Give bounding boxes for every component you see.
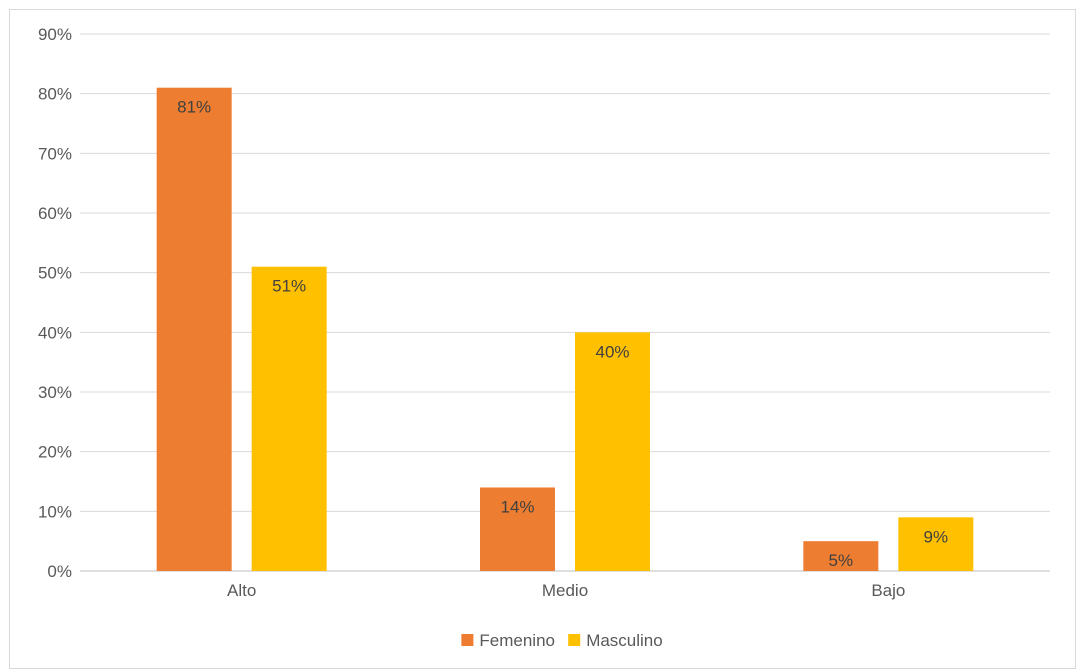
y-tick-label: 0% [47,562,72,581]
bar-masculino-alto [251,266,327,571]
data-label: 5% [829,551,854,570]
bar-masculino-medio [575,332,650,571]
bar-femenino-bajo [803,541,879,571]
bar-masculino-bajo [898,517,974,571]
legend-swatch [568,634,581,646]
legend-item-femenino: Femenino [461,631,555,650]
y-tick-label: 60% [38,204,72,223]
x-axis: Alto Medio Bajo [227,581,905,600]
y-tick-label: 90% [38,25,72,44]
bar-femenino-medio [480,487,555,571]
bars [156,87,974,571]
data-label: 51% [272,277,306,296]
y-tick-label: 20% [38,443,72,462]
data-labels: 81% 51% 14% 40% 5% 9% [177,98,948,570]
data-label: 81% [177,98,211,117]
y-tick-label: 40% [38,323,72,342]
bar-femenino-alto [156,87,232,571]
x-category-label: Alto [227,581,256,600]
y-tick-label: 80% [38,85,72,104]
data-label: 40% [595,342,629,361]
y-axis-ticks: 0% 10% 20% 30% 40% 50% 60% 70% 80% 90% [38,25,72,581]
legend-swatch [461,634,474,646]
legend: Femenino Masculino [461,631,663,650]
y-tick-label: 30% [38,383,72,402]
legend-label: Femenino [479,631,555,650]
y-tick-label: 10% [38,502,72,521]
gridlines [80,33,1050,572]
x-category-label: Medio [542,581,588,600]
y-tick-label: 50% [38,264,72,283]
y-tick-label: 70% [38,144,72,163]
data-label: 14% [500,497,534,516]
data-label: 9% [924,527,949,546]
legend-label: Masculino [586,631,663,650]
x-category-label: Bajo [871,581,905,600]
legend-item-masculino: Masculino [568,631,663,650]
